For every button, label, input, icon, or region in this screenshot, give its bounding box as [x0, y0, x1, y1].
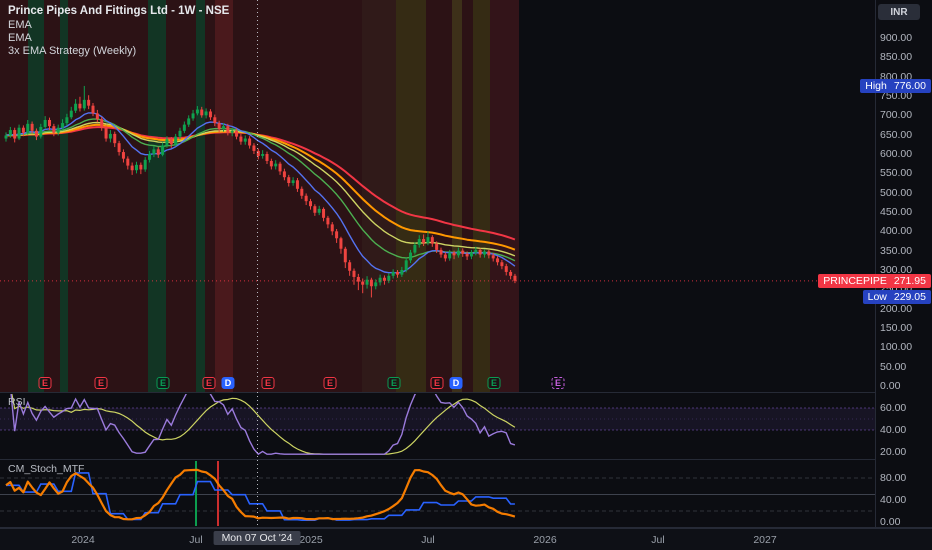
strategy-signal-badge: E	[487, 377, 501, 389]
price-badge-symbol: PRINCEPIPE	[823, 274, 887, 287]
strategy-signal-badge: D	[221, 377, 235, 389]
price-axis-label: 700.00	[880, 109, 913, 122]
price-axis-label: 300.00	[880, 264, 913, 276]
price-axis-label: 600.00	[880, 148, 913, 160]
price-axis-label: 0.00	[880, 380, 901, 392]
high-badge-value: 776.00	[893, 79, 926, 92]
rsi-axis-label: 60.00	[880, 402, 907, 414]
last-price-badge: PRINCEPIPE 271.95	[818, 273, 931, 288]
stoch-axis-label: 40.00	[880, 494, 907, 506]
stoch-axis-label: 80.00	[880, 472, 907, 484]
crosshair-time-label: Mon 07 Oct '24	[213, 531, 301, 545]
rsi-axis-label: 20.00	[880, 446, 907, 458]
price-axis-label: 450.00	[880, 206, 913, 218]
time-axis-label: 2026	[533, 534, 557, 546]
strategy-signal-badge: E	[430, 377, 444, 389]
time-axis-label: 2027	[753, 534, 777, 546]
strategy-signal-badge: E	[156, 377, 170, 389]
price-axis-label: 200.00	[880, 302, 913, 315]
time-axis-label: 2025	[299, 534, 323, 546]
currency-button[interactable]: INR	[878, 4, 920, 20]
high-price-badge: High 776.00	[860, 78, 931, 93]
price-axis-label: 650.00	[880, 128, 913, 141]
low-badge-label: Low	[867, 291, 887, 304]
indicator-strategy[interactable]: 3x EMA Strategy (Weekly)	[8, 45, 137, 57]
strategy-signal-badge: E	[38, 377, 52, 389]
price-badge-value: 271.95	[893, 274, 926, 287]
chart-legend: Prince Pipes And Fittings Ltd - 1W - NSE…	[8, 5, 229, 58]
stoch-axis-label: 0.00	[880, 516, 901, 528]
price-axis-label: 350.00	[880, 244, 913, 257]
price-axis-label: 100.00	[880, 341, 913, 354]
low-badge-value: 229.05	[893, 291, 926, 304]
price-axis-label: 750.00	[880, 90, 913, 102]
indicator-ema-2[interactable]: EMA	[8, 32, 32, 44]
strategy-signal-badge: E	[94, 377, 108, 389]
price-axis-label: 50.00	[880, 360, 907, 373]
price-axis-label: 400.00	[880, 225, 913, 238]
strategy-signal-badge: E	[387, 377, 401, 389]
strategy-signal-badge: E	[261, 377, 275, 389]
indicator-ema-1[interactable]: EMA	[8, 19, 32, 31]
price-axis-label: 150.00	[880, 322, 913, 334]
price-axis-label: 850.00	[880, 51, 913, 64]
rsi-axis-label: 40.00	[880, 424, 907, 436]
time-axis-label: Jul	[189, 534, 203, 546]
symbol-title[interactable]: Prince Pipes And Fittings Ltd - 1W - NSE	[8, 5, 230, 17]
strategy-signal-badge: E	[551, 377, 565, 389]
low-price-badge: Low 229.05	[862, 290, 931, 305]
time-axis[interactable]: 2024 Jul 2025 Jul 2026 Jul 2027 Mon 07 Oct '24	[0, 528, 932, 550]
strategy-signal-badge: E	[323, 377, 337, 389]
rsi-panel-title[interactable]: RSI	[8, 396, 26, 408]
price-axis-label: 500.00	[880, 186, 913, 199]
high-badge-label: High	[865, 79, 887, 92]
time-axis-label: Jul	[651, 534, 665, 546]
stoch-panel-title[interactable]: CM_Stoch_MTF	[8, 463, 85, 475]
price-axis-label: 900.00	[880, 32, 913, 44]
time-axis-label: Jul	[421, 534, 435, 546]
price-axis-label: 550.00	[880, 167, 913, 180]
strategy-signal-badge: E	[202, 377, 216, 389]
time-axis-label: 2024	[71, 534, 95, 546]
strategy-signal-badge: D	[449, 377, 463, 389]
